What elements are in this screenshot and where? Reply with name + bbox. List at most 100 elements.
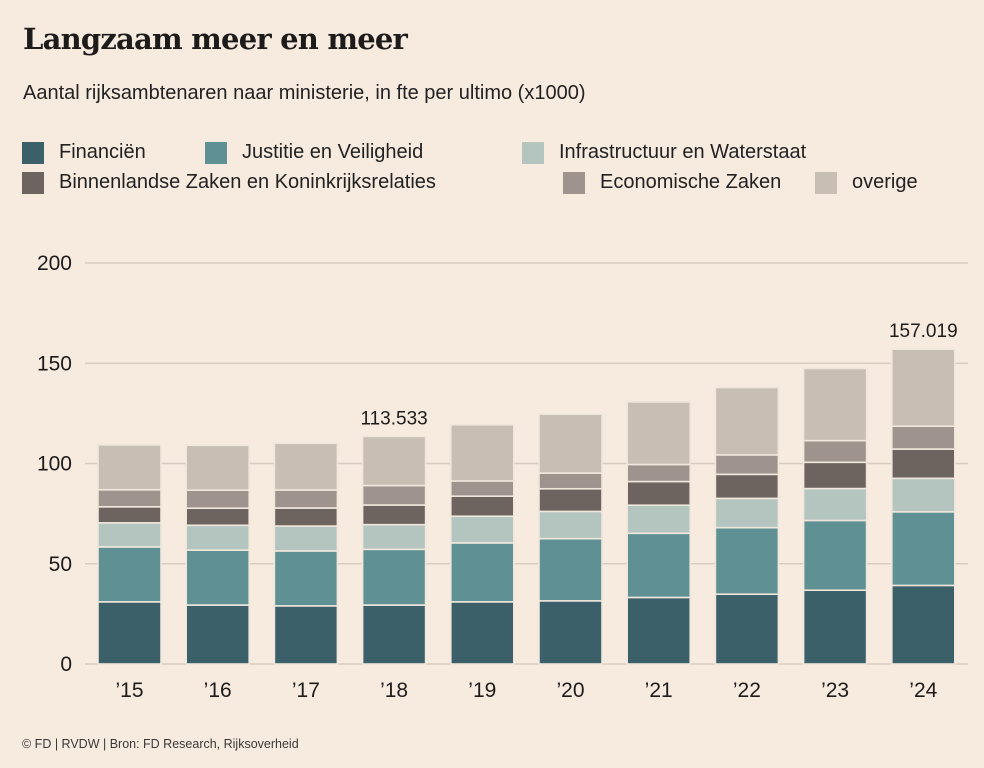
y-tick-label: 150 [37, 352, 72, 375]
legend-label: Economische Zaken [600, 171, 782, 193]
bar-segment [449, 424, 515, 482]
bar-segment [626, 463, 692, 483]
legend-swatch [205, 141, 227, 164]
bar-segment [185, 507, 250, 527]
x-tick-label: ’23 [821, 679, 849, 702]
bar-stack [449, 424, 515, 665]
bar-segment [538, 472, 603, 490]
y-tick-label: 0 [60, 653, 72, 676]
bar-segment [890, 425, 956, 450]
legend-item: Financiën [22, 141, 146, 164]
bar-segment [449, 601, 515, 665]
bar-segment [714, 454, 780, 476]
bar-segment [626, 504, 692, 535]
x-tick-label: ’16 [204, 679, 232, 702]
bar-segment [97, 488, 162, 508]
legend-label: Financiën [59, 141, 146, 163]
bar-segment [714, 473, 780, 500]
x-tick-label: ’22 [733, 679, 761, 702]
bar-segment [538, 487, 603, 513]
bar-stack [97, 444, 162, 665]
bar-stack [273, 442, 339, 665]
bar-segment [449, 542, 515, 603]
bar-segment [97, 506, 162, 524]
bar-segment [802, 461, 868, 490]
bar-stack [714, 386, 780, 665]
bar-segment [538, 413, 603, 474]
bar-stack [890, 348, 956, 665]
bar-segment [714, 526, 780, 596]
bar-segment [449, 515, 515, 544]
bar-segment [890, 348, 956, 428]
annotations: 113.533 157.019 [360, 321, 957, 429]
legend-item: overige [815, 171, 918, 194]
x-tick-label: ’20 [556, 679, 584, 702]
bar-segment [273, 605, 339, 665]
bar-segment [626, 596, 692, 665]
bar-segment [97, 444, 162, 491]
y-tick-label: 100 [37, 453, 72, 476]
bar-segment [538, 537, 603, 602]
bar-segment [185, 444, 250, 491]
legend-swatch [563, 171, 585, 194]
bar-segment [185, 524, 250, 551]
bar-segment [890, 448, 956, 480]
legend-item: Infrastructuur en Waterstaat [522, 141, 806, 164]
x-tick-label: ’19 [468, 679, 496, 702]
legend-item: Justitie en Veiligheid [205, 141, 423, 164]
bar-segment [97, 522, 162, 548]
bar-segment [890, 477, 956, 513]
bar-segment [449, 495, 515, 518]
total-label: 157.019 [889, 321, 958, 342]
legend-swatch [815, 171, 837, 194]
bar-segment [538, 510, 603, 540]
x-tick-label: ’17 [292, 679, 320, 702]
y-tick-label: 200 [37, 252, 72, 275]
bar-segment [890, 511, 956, 587]
bar-segment [273, 550, 339, 607]
bar-segment [626, 532, 692, 599]
x-tick-label: ’24 [909, 679, 937, 702]
bar-segment [361, 523, 427, 551]
bar-segment [802, 589, 868, 665]
bar-segment [185, 604, 250, 665]
bar-segment [361, 504, 427, 526]
source-credit: © FD | RVDW | Bron: FD Research, Rijksov… [22, 737, 299, 751]
bars [97, 348, 956, 665]
bar-segment [361, 435, 427, 487]
bar-segment [361, 548, 427, 606]
bar-stack [538, 413, 603, 665]
x-tick-label: ’18 [380, 679, 408, 702]
bar-segment [185, 489, 250, 510]
bar-segment [714, 386, 780, 456]
legend-label: Binnenlandse Zaken en Koninkrijksrelatie… [59, 171, 436, 193]
x-axis-ticks: ’15 ’16 ’17 ’18 ’19 ’20 ’21 ’22 ’23 ’24 [115, 679, 937, 702]
legend-label: overige [852, 171, 918, 193]
bar-segment [890, 584, 956, 665]
bar-segment [802, 487, 868, 522]
x-tick-label: ’21 [645, 679, 673, 702]
legend-swatch [22, 171, 44, 194]
bar-stack [361, 435, 427, 665]
legend-item: Economische Zaken [563, 171, 781, 194]
bar-segment [97, 546, 162, 603]
bar-segment [361, 484, 427, 506]
bar-segment [802, 519, 868, 592]
bar-segment [273, 442, 339, 491]
y-tick-label: 50 [49, 553, 72, 576]
y-axis-ticks: 0 50 100 150 200 [37, 252, 72, 676]
bar-segment [714, 593, 780, 665]
legend-swatch [522, 141, 544, 164]
bar-segment [273, 507, 339, 527]
bar-segment [185, 549, 250, 606]
legend-label: Infrastructuur en Waterstaat [559, 141, 807, 163]
legend-swatch [22, 141, 44, 164]
bar-segment [802, 439, 868, 464]
chart-title: Langzaam meer en meer [23, 22, 408, 56]
bar-segment [273, 525, 339, 552]
bar-segment [714, 497, 780, 529]
bar-stack [802, 367, 868, 665]
bar-stack [185, 444, 250, 665]
chart-subtitle: Aantal rijksambtenaren naar ministerie, … [23, 82, 586, 104]
